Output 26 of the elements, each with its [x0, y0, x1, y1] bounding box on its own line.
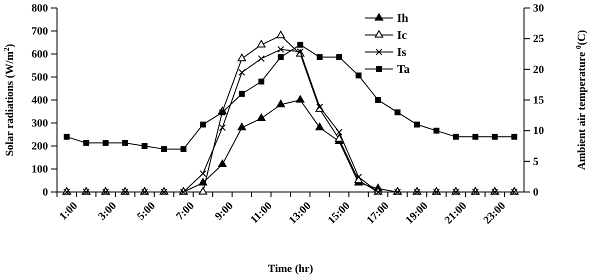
- y-tick-label: 800: [32, 2, 48, 15]
- legend-label: Ta: [397, 62, 410, 76]
- y2-tick-label: 30: [533, 2, 544, 15]
- y2-tick-label: 10: [533, 125, 544, 138]
- y2-tick-label: 5: [533, 156, 539, 168]
- y-tick-label: 500: [32, 72, 48, 84]
- y-tick-label: 700: [32, 26, 48, 38]
- x-axis-title: Time (hr): [268, 263, 314, 275]
- y-tick-label: 400: [32, 94, 48, 107]
- y2-tick-label: 15: [533, 94, 544, 107]
- legend-label: Ic: [397, 28, 408, 42]
- y-tick-label: 100: [32, 164, 48, 176]
- y2-tick-label: 20: [533, 64, 544, 76]
- x-tick-label: 9:00: [212, 200, 236, 223]
- legend-label: Ih: [397, 11, 409, 26]
- y2-tick-label: 25: [533, 33, 544, 46]
- x-tick-label: 7:00: [174, 200, 198, 223]
- y-tick-label: 0: [42, 186, 48, 199]
- y2-tick-label: 0: [533, 186, 539, 199]
- y-tick-label: 300: [32, 118, 48, 130]
- x-tick-label: 3:00: [96, 200, 120, 223]
- x-tick-label: 1:00: [57, 200, 80, 223]
- legend-label: Is: [397, 45, 407, 60]
- x-tick-label: 5:00: [135, 200, 158, 223]
- y-tick-label: 600: [32, 48, 48, 61]
- y-tick-label: 200: [32, 140, 48, 153]
